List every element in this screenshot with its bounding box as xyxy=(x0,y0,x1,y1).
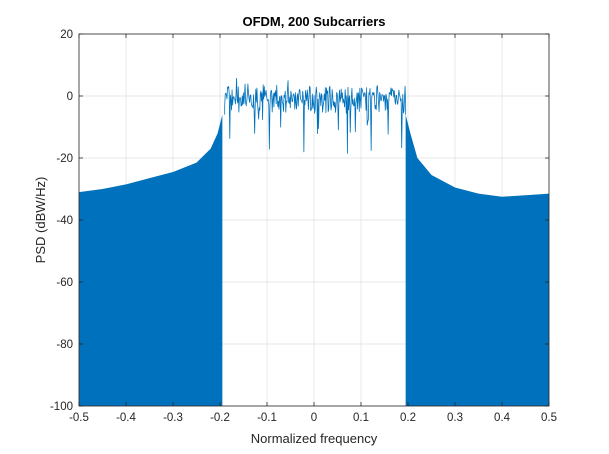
y-axis-label: PSD (dBW/Hz) xyxy=(33,177,48,264)
passband-psd-line xyxy=(224,78,407,154)
y-tick-label: 0 xyxy=(67,91,73,103)
y-tick-label: 20 xyxy=(60,29,73,41)
y-tick-label: -80 xyxy=(56,339,73,351)
x-tick-label: 0.3 xyxy=(447,412,463,424)
x-tick-label: 0.5 xyxy=(541,412,557,424)
chart-title: OFDM, 200 Subcarriers xyxy=(242,14,385,29)
right-sidelobe-area xyxy=(405,114,549,406)
data-layer xyxy=(79,78,549,406)
x-tick-label: 0.4 xyxy=(494,412,511,424)
x-axis-label: Normalized frequency xyxy=(251,431,378,446)
x-tick-label: -0.1 xyxy=(257,412,277,424)
ticks: -0.5 -0.4 -0.3 -0.2 -0.1 0 0.1 0.2 0.3 0.4 0.5 -100… xyxy=(50,29,557,424)
x-tick-label: 0.2 xyxy=(400,412,416,424)
x-tick-label: -0.2 xyxy=(210,412,230,424)
x-tick-label: -0.5 xyxy=(69,412,89,424)
x-tick-label: -0.3 xyxy=(163,412,183,424)
left-sidelobe-area xyxy=(79,114,223,406)
y-tick-label: -40 xyxy=(56,215,73,227)
y-tick-label: -100 xyxy=(50,401,73,413)
x-tick-label: 0 xyxy=(311,412,317,424)
x-tick-label: 0.1 xyxy=(353,412,369,424)
y-tick-label: -20 xyxy=(56,153,73,165)
y-tick-label: -60 xyxy=(56,277,73,289)
x-tick-label: -0.4 xyxy=(116,412,136,424)
